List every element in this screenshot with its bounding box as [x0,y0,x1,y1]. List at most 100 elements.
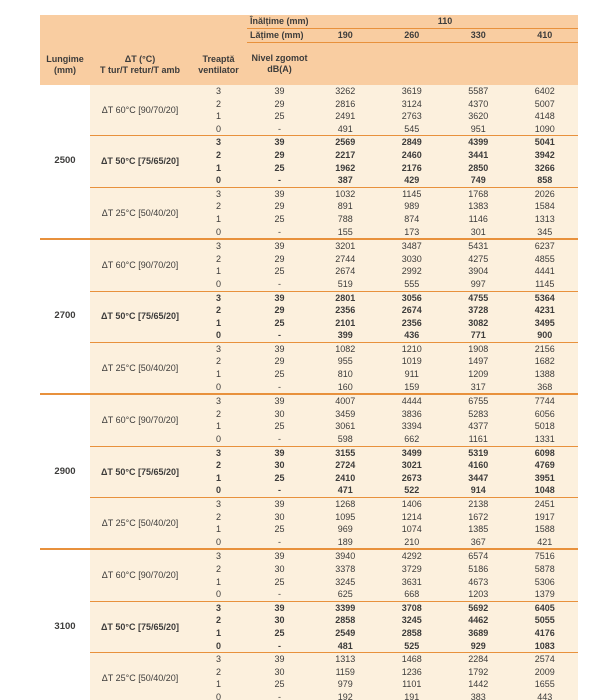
heat-output-value: 2217 [312,148,379,162]
heat-output-value: 6237 [511,238,579,253]
heat-output-value: 2574 [511,652,579,666]
heat-output-value: 2101 [312,316,379,330]
fan-speed-value: 3 [190,290,247,305]
header-delta-t: ΔT (°C) T tur/T retur/T amb [90,15,190,85]
length-value: 2500 [40,85,90,240]
noise-level-value: 39 [247,186,312,201]
fan-speed-value: 1 [190,523,247,536]
fan-speed-value: 2 [190,614,247,627]
heat-output-value: 900 [511,329,579,343]
heat-output-value: 1768 [445,186,512,201]
table-row: 1 25 2674 2992 3904 4441 [40,265,579,278]
table-row: 2 29 2816 3124 4370 5007 [40,97,579,111]
heat-output-value: 471 [312,484,379,498]
header-lungime-line2: (mm) [54,65,76,75]
delta-t-label: ΔT 50°C [75/65/20] [90,290,190,343]
heat-output-value: 5878 [511,562,579,576]
heat-output-value: 1917 [511,510,579,524]
noise-level-value: 25 [247,678,312,691]
table-row: 0-155 173 301 345 [40,225,579,240]
header-lungime-line1: Lungime [46,54,84,64]
radiator-performance-table: Lungime (mm) ΔT (°C) T tur/T retur/T amb… [40,15,579,700]
heat-output-value: 421 [511,535,579,550]
table-row: 2 30 2858 3245 4462 5055 [40,614,579,627]
heat-output-value: 3631 [378,575,445,589]
fan-speed-value: 2 [190,459,247,472]
noise-level-value: 30 [247,510,312,524]
heat-output-value: 1083 [511,639,579,653]
heat-output-value: 173 [378,225,445,240]
heat-output-value: 2549 [312,626,379,640]
heat-output-value: 436 [378,329,445,343]
heat-output-value: 2849 [378,135,445,149]
heat-output-value: 1655 [511,678,579,691]
heat-output-value: 3729 [378,562,445,576]
heat-output-value: 4441 [511,265,579,278]
heat-output-value: 5692 [445,600,512,615]
fan-speed-value: 3 [190,600,247,615]
heat-output-value: 3708 [378,600,445,615]
fan-speed-value: 1 [190,471,247,485]
heat-output-value: 3021 [378,459,445,472]
heat-output-value: 1442 [445,678,512,691]
noise-level-value: 25 [247,575,312,589]
heat-output-value: 545 [378,122,445,136]
heat-output-value: 911 [378,368,445,381]
table-row: 2 30 1159 1236 1792 2009 [40,665,579,679]
table-row: 1 25 2410 2673 3447 3951 [40,471,579,485]
fan-speed-value: 3 [190,496,247,511]
heat-output-value: 522 [378,484,445,498]
header-width-190: 190 [312,28,379,43]
heat-output-value: 159 [378,380,445,395]
heat-output-value: 2858 [312,614,379,627]
heat-output-value: 997 [445,277,512,291]
header-row-inaltime: Lungime (mm) ΔT (°C) T tur/T retur/T amb… [40,15,579,85]
heat-output-value: 5364 [511,290,579,305]
heat-output-value: 5007 [511,97,579,111]
heat-output-value: 1584 [511,200,579,213]
table-row: 0-387 429 749 858 [40,174,579,188]
heat-output-value: 2410 [312,471,379,485]
heat-output-value: 3399 [312,600,379,615]
fan-speed-value: 1 [190,265,247,278]
heat-output-value: 1682 [511,355,579,369]
heat-output-value: 1095 [312,510,379,524]
fan-speed-value: 1 [190,316,247,330]
fan-speed-value: 1 [190,678,247,691]
heat-output-value: 2026 [511,186,579,201]
heat-output-value: 4007 [312,393,379,408]
noise-level-value: 29 [247,97,312,111]
table-row: 0-399 436 771 900 [40,329,579,343]
noise-level-value: 39 [247,548,312,563]
heat-output-value: 2156 [511,341,579,356]
heat-output-value: 989 [378,200,445,213]
heat-output-value: 4231 [511,304,579,317]
noise-level-value: 25 [247,626,312,640]
noise-level-value: - [247,329,312,343]
heat-output-value: 5587 [445,85,512,98]
table-row: 2500 ΔT 60°C [90/70/20] 3 39 3262 3619 5587 640… [40,85,579,240]
fan-speed-value: 2 [190,407,247,421]
heat-output-value: 443 [511,690,579,700]
heat-output-value: 1672 [445,510,512,524]
noise-level-value: 29 [247,304,312,317]
noise-level-value: 30 [247,459,312,472]
heat-output-value: 2356 [312,304,379,317]
noise-level-value: 29 [247,148,312,162]
heat-output-value: 160 [312,380,379,395]
header-width-260: 260 [378,28,445,43]
heat-output-value: 4377 [445,420,512,434]
fan-speed-value: 0 [190,639,247,653]
noise-level-value: 39 [247,600,312,615]
fan-speed-value: 3 [190,238,247,253]
heat-output-value: 3836 [378,407,445,421]
table-row: 2 30 2724 3021 4160 4769 [40,459,579,472]
table-row: 3100 ΔT 60°C [90/70/20] 3 39 3940 4292 6574 751… [40,548,579,700]
heat-output-value: 5018 [511,420,579,434]
noise-level-value: 39 [247,652,312,666]
heat-output-value: 4370 [445,97,512,111]
heat-output-value: 1792 [445,665,512,679]
table-row: ΔT 25°C [50/40/20] 3 39 1082 1210 1908 2156 [40,341,579,395]
fan-speed-value: 2 [190,97,247,111]
